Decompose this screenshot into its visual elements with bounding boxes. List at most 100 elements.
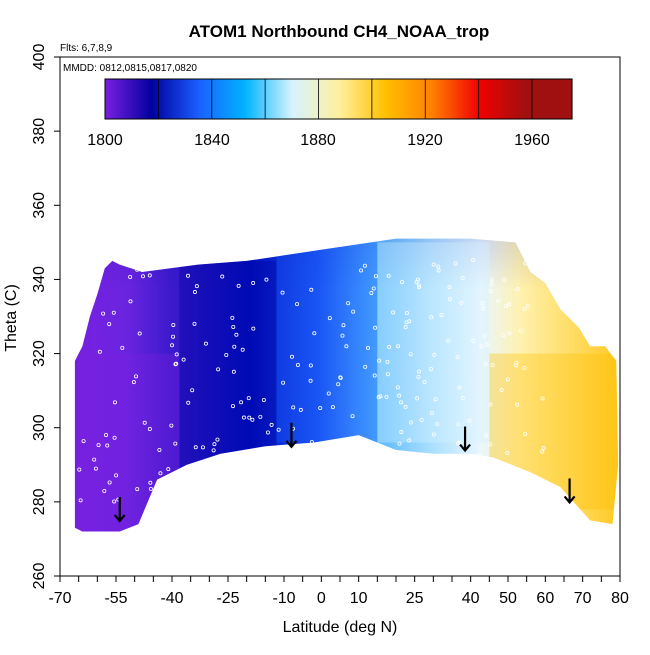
observation-point [171, 334, 176, 339]
observation-point [514, 363, 519, 368]
observation-point [301, 444, 306, 449]
observation-point [427, 468, 432, 473]
observation-point [166, 467, 171, 472]
observation-point [318, 405, 323, 410]
observation-point [173, 441, 178, 446]
observation-point [246, 396, 251, 401]
observation-point [157, 447, 162, 452]
observation-point [247, 415, 252, 420]
observation-point [400, 280, 405, 285]
observation-point [431, 432, 436, 437]
observation-point [140, 274, 145, 279]
x-tick-label: 50 [499, 590, 517, 607]
observation-point [522, 307, 527, 312]
observation-point [447, 285, 452, 290]
observation-point [397, 441, 402, 446]
observation-point [192, 321, 197, 326]
observation-point [416, 374, 421, 379]
observation-point [523, 432, 528, 437]
observation-point [479, 344, 484, 349]
observation-point [269, 477, 274, 482]
observation-point [232, 344, 237, 349]
observation-point [448, 297, 453, 302]
x-tick-label: -55 [104, 590, 127, 607]
observation-point [112, 400, 117, 405]
observation-point [230, 404, 235, 409]
observation-point [397, 393, 402, 398]
observation-point [76, 274, 81, 279]
observation-point [524, 493, 529, 498]
observation-point [312, 331, 317, 336]
observation-point [215, 437, 220, 442]
observation-point [507, 302, 512, 307]
observation-point [148, 486, 153, 491]
observation-point [489, 277, 494, 282]
observation-point [369, 291, 374, 296]
observation-point [505, 377, 510, 382]
observation-point [417, 369, 422, 374]
observation-point [120, 345, 125, 350]
observation-point [460, 395, 465, 400]
observation-point [488, 289, 493, 294]
field-region [377, 242, 490, 443]
observation-point [200, 445, 205, 450]
observation-point [427, 493, 432, 498]
arrow-head [459, 443, 471, 453]
observation-point [488, 402, 493, 407]
observation-point [93, 466, 98, 471]
observation-point [402, 486, 407, 491]
observation-point [407, 438, 412, 443]
observation-point [363, 364, 368, 369]
observation-point [327, 316, 332, 321]
observation-point [482, 488, 487, 493]
observation-point [488, 442, 493, 447]
colorbar-segment [291, 79, 340, 119]
observation-point [169, 423, 174, 428]
observation-point [211, 448, 216, 453]
observation-point [451, 457, 456, 462]
colorbar-segment [478, 79, 526, 119]
observation-point [484, 433, 489, 438]
colorbar-segment [525, 79, 573, 119]
observation-point [158, 471, 163, 476]
observation-point [251, 281, 256, 286]
observation-point [446, 338, 451, 343]
observation-point [239, 400, 244, 405]
observation-point [192, 290, 197, 295]
observation-point [173, 362, 178, 367]
observation-point [386, 273, 391, 278]
observation-point [190, 388, 195, 393]
observation-point [415, 277, 420, 282]
observation-point [371, 286, 376, 291]
y-tick-label: 380 [31, 118, 48, 145]
y-tick-label: 400 [31, 44, 48, 71]
field-region [74, 353, 180, 532]
observation-point [429, 367, 434, 372]
observation-point [101, 311, 106, 316]
observation-point [507, 331, 512, 336]
observation-point [169, 492, 174, 497]
observation-point [309, 491, 314, 496]
y-tick-label: 260 [31, 563, 48, 590]
observation-point [301, 454, 306, 459]
observation-point [453, 261, 458, 266]
observation-point [522, 365, 527, 370]
colorbar-segment [198, 79, 246, 119]
observation-point [104, 432, 109, 437]
observation-point [377, 358, 382, 363]
x-tick-label: 70 [574, 590, 592, 607]
observation-point [185, 273, 190, 278]
observation-point [135, 487, 140, 492]
observation-point [429, 315, 434, 320]
field-region [179, 260, 277, 473]
observation-point [490, 363, 495, 368]
observation-point [371, 464, 376, 469]
observation-point [194, 284, 199, 289]
chart-title: ATOM1 Northbound CH4_NOAA_trop [189, 22, 490, 41]
observation-point [236, 283, 241, 288]
colorbar-segment [338, 79, 386, 119]
observation-point [309, 287, 314, 292]
observation-point [308, 363, 313, 368]
observation-point [230, 315, 235, 320]
